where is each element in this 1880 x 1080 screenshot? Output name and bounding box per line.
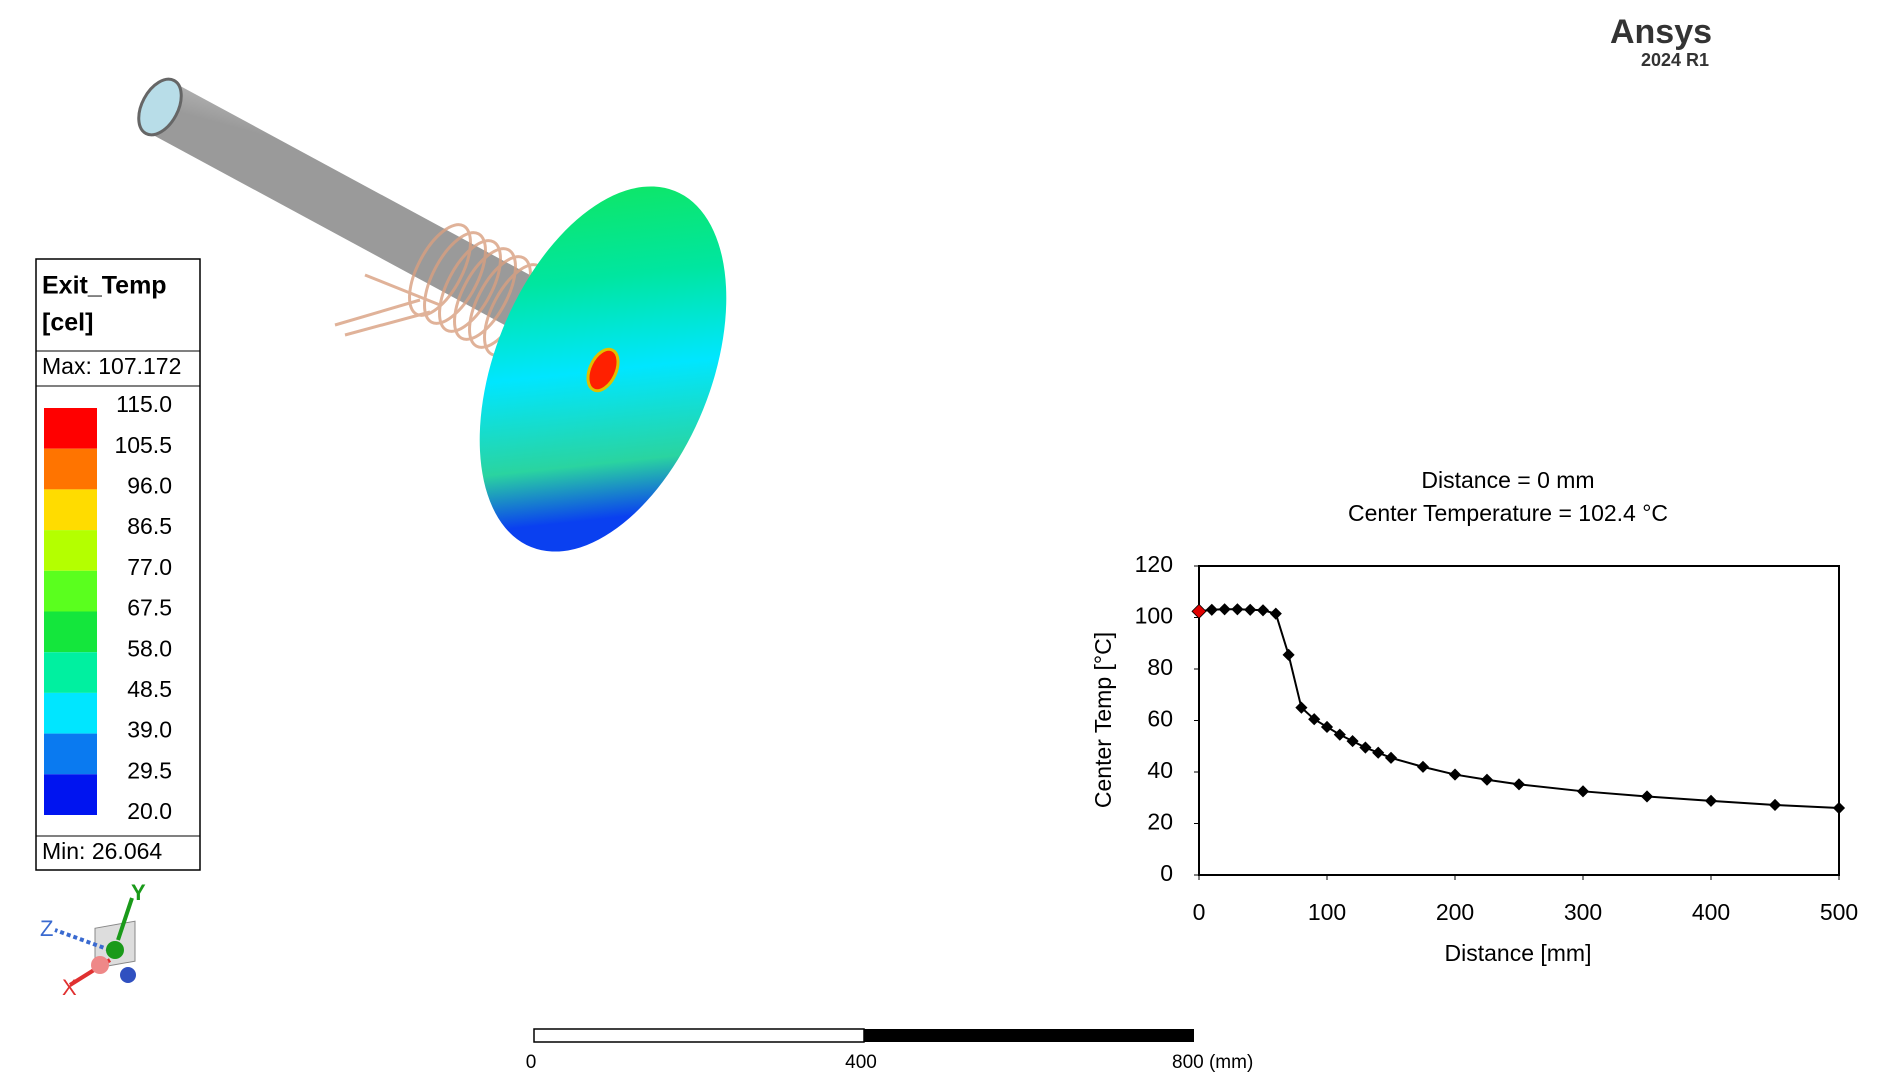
legend-swatch bbox=[44, 448, 97, 490]
marker bbox=[1333, 728, 1346, 741]
marker bbox=[1448, 768, 1462, 781]
triad-y: Y bbox=[131, 880, 146, 905]
x-tick-label: 0 bbox=[1193, 899, 1206, 925]
marker bbox=[1320, 720, 1334, 734]
legend-swatch bbox=[44, 652, 97, 693]
marker bbox=[1416, 760, 1430, 773]
legend-unit: [cel] bbox=[42, 309, 93, 337]
legend-level: 77.0 bbox=[127, 554, 172, 580]
legend-level: 67.5 bbox=[127, 595, 172, 621]
marker bbox=[1244, 603, 1257, 616]
marker bbox=[1640, 790, 1654, 803]
marker bbox=[1295, 701, 1308, 714]
chart: Distance = 0 mm Center Temperature = 102… bbox=[1090, 467, 1858, 966]
scale-label: 800 (mm) bbox=[1172, 1052, 1253, 1073]
legend-level: 105.5 bbox=[114, 432, 172, 458]
legend-swatch bbox=[44, 733, 97, 775]
marker bbox=[1704, 794, 1718, 807]
marker bbox=[1480, 773, 1494, 786]
legend-min: Min: 26.064 bbox=[42, 838, 162, 864]
y-tick-label: 100 bbox=[1135, 603, 1173, 629]
triad-z: Z bbox=[40, 916, 53, 941]
legend-swatch bbox=[44, 408, 97, 449]
axis-triad: Y Z X bbox=[40, 880, 146, 1000]
plot-frame bbox=[1198, 565, 1840, 876]
marker bbox=[1269, 607, 1282, 620]
marker bbox=[1384, 751, 1398, 764]
x-tick-label: 300 bbox=[1564, 899, 1602, 925]
chart-subtitle: Center Temperature = 102.4 °C bbox=[1348, 500, 1668, 526]
marker bbox=[1512, 778, 1526, 791]
marker bbox=[1218, 603, 1231, 616]
x-tick-label: 100 bbox=[1308, 899, 1346, 925]
line bbox=[1198, 608, 1840, 810]
x-tick-label: 500 bbox=[1820, 899, 1858, 925]
scale-label: 0 bbox=[526, 1052, 537, 1073]
x-tick-label: 200 bbox=[1436, 899, 1474, 925]
marker bbox=[1256, 604, 1270, 617]
marker bbox=[1346, 735, 1359, 748]
y-axis-label: Center Temp [°C] bbox=[1090, 632, 1116, 808]
marker bbox=[1205, 603, 1218, 616]
marker bbox=[1231, 603, 1244, 616]
y-tick-label: 40 bbox=[1147, 757, 1173, 783]
marker bbox=[1308, 713, 1321, 726]
model-view bbox=[137, 77, 727, 552]
y-tick-label: 80 bbox=[1147, 654, 1173, 680]
legend-level: 96.0 bbox=[127, 472, 172, 498]
y-tick-label: 60 bbox=[1147, 706, 1173, 732]
x-tick-label: 400 bbox=[1692, 899, 1730, 925]
legend-swatch bbox=[44, 774, 97, 815]
legend-swatch bbox=[44, 611, 97, 653]
legend-level: 58.0 bbox=[127, 635, 172, 661]
legend: Exit_Temp [cel] Max: 107.172 Min: 26.064… bbox=[35, 258, 201, 871]
marker bbox=[1832, 801, 1846, 815]
scale-label: 400 bbox=[845, 1052, 877, 1073]
legend-title: Exit_Temp bbox=[42, 272, 167, 300]
legend-level: 86.5 bbox=[127, 513, 172, 539]
y-tick-label: 120 bbox=[1135, 551, 1173, 577]
y-tick-label: 20 bbox=[1147, 809, 1173, 835]
scale-bar: 0 400 800 (mm) bbox=[526, 1028, 1253, 1073]
marker bbox=[1359, 741, 1372, 754]
y-tick-label: 0 bbox=[1160, 860, 1173, 886]
brand-name: Ansys bbox=[1610, 13, 1712, 51]
marker bbox=[1768, 798, 1782, 812]
marker bbox=[1576, 785, 1590, 798]
legend-level: 20.0 bbox=[127, 798, 172, 824]
legend-level: 29.5 bbox=[127, 757, 172, 783]
triad-x: X bbox=[62, 975, 77, 1000]
x-axis-label: Distance [mm] bbox=[1445, 940, 1592, 966]
chart-title: Distance = 0 mm bbox=[1421, 467, 1594, 493]
legend-swatch bbox=[44, 489, 97, 531]
legend-swatch bbox=[44, 570, 97, 612]
brand-version: 2024 R1 bbox=[1641, 50, 1709, 70]
legend-level: 115.0 bbox=[116, 391, 172, 417]
marker bbox=[1191, 603, 1207, 619]
legend-level: 39.0 bbox=[127, 717, 172, 743]
legend-level: 48.5 bbox=[127, 676, 172, 702]
legend-swatch bbox=[44, 530, 97, 571]
marker bbox=[1282, 648, 1295, 661]
legend-max: Max: 107.172 bbox=[42, 353, 181, 379]
legend-swatch bbox=[44, 692, 97, 734]
marker bbox=[1372, 746, 1385, 759]
